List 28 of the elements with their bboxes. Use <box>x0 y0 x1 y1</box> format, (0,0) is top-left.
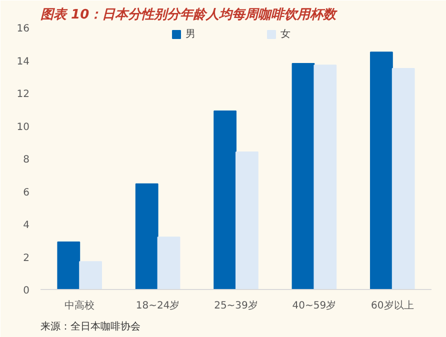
x-tick-label: 18~24岁 <box>136 300 180 312</box>
legend-label: 女 <box>280 28 292 41</box>
bar <box>57 242 80 290</box>
bar <box>392 68 415 290</box>
source-note: 来源：全日本咖啡协会 <box>40 320 140 332</box>
x-tick-label: 40~59岁 <box>292 300 336 312</box>
bar <box>79 261 102 290</box>
bar <box>236 151 258 290</box>
bar <box>292 63 315 290</box>
bar <box>135 183 158 290</box>
y-tick-label: 8 <box>23 154 30 166</box>
y-tick-label: 2 <box>23 252 30 264</box>
bar <box>314 64 337 290</box>
y-tick-label: 0 <box>23 286 30 296</box>
x-tick-label: 25~39岁 <box>214 300 258 312</box>
x-tick-label: 60岁以上 <box>371 300 414 312</box>
chart-title: 图表 10：日本分性别分年龄人均每周咖啡饮用杯数 <box>40 8 338 22</box>
y-tick-label: 4 <box>23 220 30 231</box>
bar <box>370 52 393 290</box>
bar <box>214 110 236 290</box>
y-tick-label: 12 <box>16 89 30 100</box>
bar <box>157 236 180 290</box>
y-tick-label: 6 <box>23 187 30 198</box>
y-tick-label: 16 <box>16 24 30 34</box>
y-tick-label: 14 <box>16 56 30 68</box>
x-tick-label: 中高校 <box>64 300 95 312</box>
legend-label: 男 <box>186 28 196 41</box>
y-tick-label: 10 <box>16 122 30 133</box>
